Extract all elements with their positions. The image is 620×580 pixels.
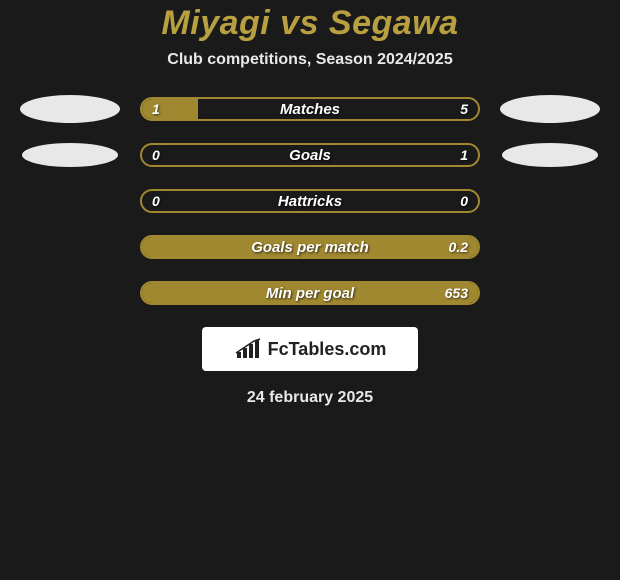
player-avatar-left (15, 128, 125, 183)
subtitle: Club competitions, Season 2024/2025 (0, 51, 620, 69)
stats-section: 15Matches 01Goals 00Hattricks 0.2Goals per … (0, 97, 620, 305)
avatar-placeholder (20, 95, 120, 123)
chart-icon (234, 338, 262, 360)
source-logo[interactable]: FcTables.com (202, 327, 418, 371)
avatar-placeholder (500, 95, 600, 123)
stat-label: Min per goal (142, 283, 478, 303)
stat-bar: 00Hattricks (140, 189, 480, 213)
stat-row: 15Matches (0, 97, 620, 121)
stat-bar: 653Min per goal (140, 281, 480, 305)
stat-row: 653Min per goal (0, 281, 620, 305)
stat-label: Goals per match (142, 237, 478, 257)
stat-row: 01Goals (0, 143, 620, 167)
comparison-container: Miyagi vs Segawa Club competitions, Seas… (0, 0, 620, 407)
stat-row: 0.2Goals per match (0, 235, 620, 259)
avatar-placeholder (22, 143, 118, 167)
page-title: Miyagi vs Segawa (0, 4, 620, 43)
stat-bar: 0.2Goals per match (140, 235, 480, 259)
avatar-placeholder (502, 143, 598, 167)
date-line: 24 february 2025 (0, 389, 620, 407)
stat-label: Goals (142, 145, 478, 165)
player-avatar-right (495, 128, 605, 183)
stat-label: Matches (142, 99, 478, 119)
stat-bar: 01Goals (140, 143, 480, 167)
stat-bar: 15Matches (140, 97, 480, 121)
stat-row: 00Hattricks (0, 189, 620, 213)
stat-label: Hattricks (142, 191, 478, 211)
logo-text: FcTables.com (268, 339, 387, 360)
